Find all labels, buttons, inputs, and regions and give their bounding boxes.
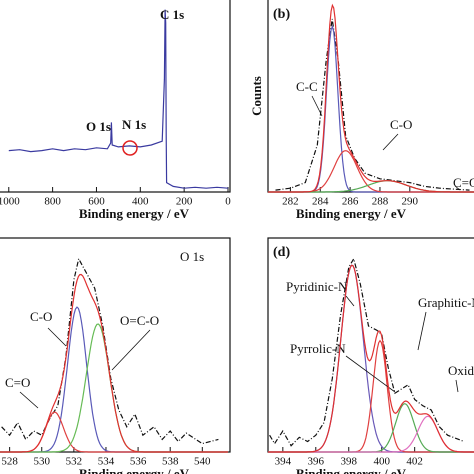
x-axis-label: Binding energy / eV <box>79 466 190 474</box>
x-tick-label: 286 <box>342 196 359 208</box>
raw-data <box>1 257 219 445</box>
panel-label: (b) <box>273 7 290 22</box>
x-tick-label: 540 <box>194 456 211 468</box>
component-label: C-O <box>30 309 52 324</box>
raw-data <box>275 18 470 191</box>
y-axis-label: Counts <box>249 76 264 116</box>
component-label: O=C-O <box>120 313 159 328</box>
component-label: Pyrrolic-N <box>290 341 346 356</box>
leader-line <box>19 391 39 409</box>
x-tick-label: 532 <box>66 456 83 468</box>
x-tick-label: 394 <box>275 456 292 468</box>
leader-line <box>455 379 459 393</box>
panel-title: O 1s <box>180 249 204 264</box>
x-tick-label: 528 <box>1 456 18 468</box>
x-tick-label: 288 <box>372 196 389 208</box>
fit-component <box>268 150 474 193</box>
x-tick-label: 284 <box>312 196 329 208</box>
component-label: C=O <box>5 375 30 390</box>
peak-annotation: C 1s <box>160 7 184 22</box>
x-tick-label: 282 <box>282 196 299 208</box>
x-tick-label: 0 <box>225 196 231 208</box>
fit-component <box>268 415 474 453</box>
peak-annotation: N 1s <box>122 117 146 132</box>
x-tick-label: 400 <box>373 456 390 468</box>
x-tick-label: 290 <box>402 196 419 208</box>
x-tick-label: 1000 <box>0 196 20 208</box>
leader-line <box>345 295 355 307</box>
plot-frame <box>267 0 474 193</box>
component-label: Graphitic-N <box>418 295 474 310</box>
leader-line <box>111 329 151 371</box>
component-label: C=O <box>453 175 474 190</box>
fit-envelope <box>0 273 228 453</box>
x-tick-label: 200 <box>176 196 193 208</box>
x-axis-label: Binding energy / eV <box>296 466 407 474</box>
component-label: C-C <box>296 79 318 94</box>
fit-component <box>0 323 228 453</box>
fit-component <box>0 411 228 453</box>
x-tick-label: 402 <box>406 456 423 468</box>
x-tick-label: 400 <box>132 196 149 208</box>
x-tick-label: 538 <box>162 456 179 468</box>
plot-frame <box>0 0 231 193</box>
x-axis-label: Binding energy / eV <box>296 206 407 221</box>
fit-component <box>268 24 474 193</box>
peak-annotation: O 1s <box>86 119 111 134</box>
x-tick-label: 600 <box>88 196 105 208</box>
component-label: Pyridinic-N <box>286 279 348 294</box>
fit-envelope <box>268 264 474 453</box>
leader-line <box>417 311 427 351</box>
fit-component <box>0 306 228 453</box>
x-tick-label: 396 <box>308 456 325 468</box>
leader-line <box>47 327 67 347</box>
fit-envelope <box>268 3 474 193</box>
x-tick-label: 800 <box>44 196 61 208</box>
x-tick-label: 536 <box>130 456 147 468</box>
leader-line <box>382 133 399 151</box>
plot-frame <box>0 237 231 453</box>
leader-line <box>345 355 396 393</box>
x-tick-label: 534 <box>98 456 115 468</box>
x-tick-label: 398 <box>341 456 358 468</box>
component-label: Oxidized-N <box>448 363 474 378</box>
leader-line <box>311 95 323 117</box>
survey-line <box>8 9 229 189</box>
component-label: C-O <box>390 117 412 132</box>
x-tick-label: 530 <box>33 456 50 468</box>
highlight-circle <box>122 140 138 156</box>
x-axis-label: Binding energy / eV <box>79 206 190 221</box>
panel-label: (d) <box>273 245 290 260</box>
raw-data <box>269 257 465 447</box>
leader-line <box>454 185 461 191</box>
fit-component <box>268 180 474 193</box>
